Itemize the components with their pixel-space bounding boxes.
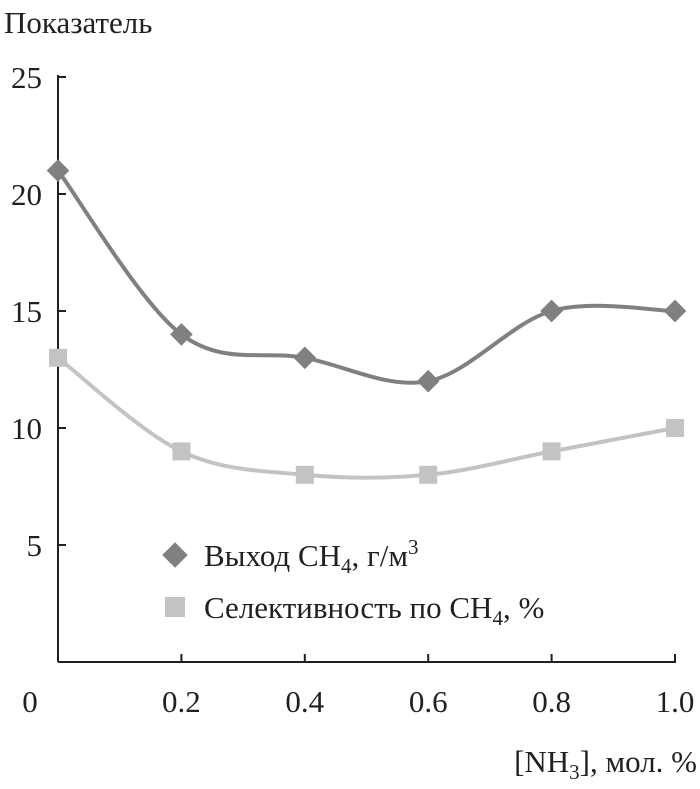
data-point-diamond — [416, 369, 440, 393]
x-tick-label: 1.0 — [656, 684, 695, 719]
x-tick-label: 0.2 — [162, 684, 201, 719]
x-tick-label: 0 — [22, 684, 38, 719]
x-axis-title: [NH3], мол. % — [514, 744, 697, 784]
x-tick-label: 0.6 — [409, 684, 448, 719]
data-point-square — [419, 465, 438, 484]
x-tick-label: 0.8 — [532, 684, 571, 719]
y-tick-label: 15 — [11, 294, 42, 329]
y-axis-title: Показатель — [4, 5, 152, 40]
series-line-1 — [56, 356, 676, 480]
data-point-diamond — [293, 346, 317, 370]
legend-marker-diamond — [162, 542, 188, 568]
data-point-diamond — [540, 299, 563, 323]
y-tick-label: 5 — [27, 528, 43, 563]
series-line-0 — [56, 169, 676, 385]
y-tick-label: 20 — [11, 177, 42, 212]
x-tick-label: 0.4 — [285, 684, 324, 719]
legend-label-yield: Выход CH4, г/м3 — [204, 535, 418, 578]
y-tick-label: 10 — [11, 411, 42, 446]
data-point-diamond — [663, 299, 687, 323]
data-point-square — [666, 419, 684, 437]
legend-label-selectivity: Селективность по CH4, % — [204, 590, 544, 630]
legend: Выход CH4, г/м3 Селективность по CH4, % — [162, 535, 544, 630]
data-point-square — [49, 348, 67, 367]
data-point-square — [542, 442, 561, 461]
y-tick-label: 25 — [11, 60, 42, 95]
data-point-square — [295, 465, 314, 484]
data-point-square — [172, 442, 191, 461]
legend-marker-square — [165, 597, 185, 617]
